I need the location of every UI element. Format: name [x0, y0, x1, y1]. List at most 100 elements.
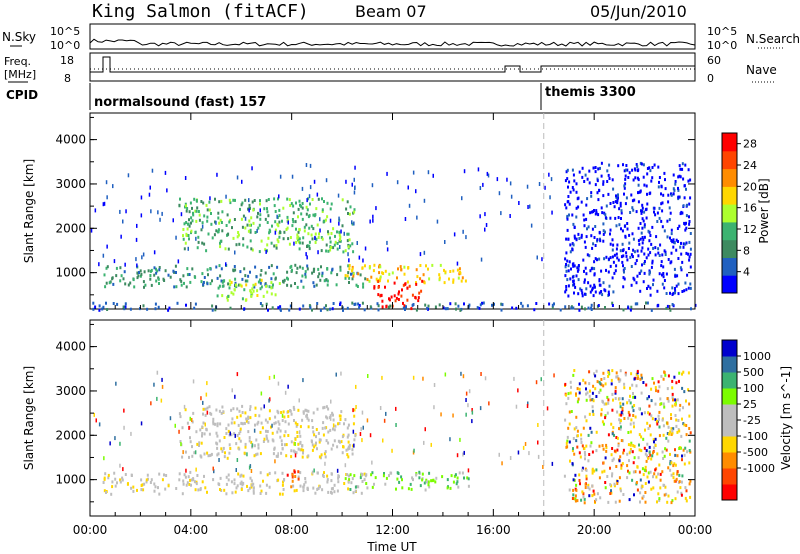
velocity-cell — [666, 432, 669, 435]
power-cell — [259, 302, 262, 305]
power-sparse-cell — [484, 212, 486, 217]
velocity-cell — [365, 482, 368, 485]
velocity-cell — [279, 435, 282, 439]
power-cell — [653, 163, 656, 167]
power-cell — [229, 306, 232, 310]
velocity-cell — [312, 411, 315, 415]
power-cell — [279, 231, 282, 234]
velocity-cell — [347, 440, 350, 444]
power-cell — [665, 292, 668, 295]
power-cell — [250, 216, 253, 220]
power-sparse-cell — [340, 229, 342, 234]
velocity-cell — [566, 439, 569, 443]
power-cell — [390, 295, 393, 299]
power-cell — [297, 207, 300, 211]
velocity-cell — [670, 461, 673, 465]
power-cell — [637, 254, 640, 258]
velocity-cell — [230, 433, 233, 437]
velocity-cell — [653, 472, 656, 476]
power-cell — [254, 282, 257, 286]
power-cell — [298, 307, 301, 311]
velocity-cell — [254, 413, 257, 417]
velocity-cell — [220, 411, 223, 415]
velocity-cell — [634, 395, 637, 399]
velocity-cell — [322, 406, 325, 410]
power-cell — [463, 302, 465, 306]
power-cell — [249, 206, 251, 210]
power-sparse-cell — [339, 245, 341, 249]
power-cell — [389, 304, 392, 308]
power-cell — [139, 274, 142, 278]
velocity-cell — [591, 391, 594, 395]
power-cell — [637, 191, 639, 195]
power-cell — [567, 185, 569, 189]
velocity-cell — [584, 486, 587, 489]
velocity-cell — [619, 455, 622, 459]
power-cell — [295, 240, 298, 244]
velocity-cell — [639, 377, 642, 381]
velocity-cell — [121, 478, 124, 482]
velocity-sparse-cell — [119, 463, 121, 468]
velocity-cell — [591, 494, 594, 498]
power-cell — [644, 208, 647, 212]
velocity-cell — [662, 424, 665, 428]
power-cell — [564, 305, 567, 309]
velocity-cell — [295, 424, 298, 428]
power-cell — [551, 306, 554, 310]
freq-right-label: Nave — [746, 63, 777, 77]
power-cell — [143, 285, 145, 289]
power-cell — [258, 250, 261, 254]
velocity-cell — [260, 407, 263, 411]
power-cell — [641, 241, 644, 245]
power-cell — [105, 301, 107, 305]
velocity-cell — [121, 476, 124, 480]
power-cell — [656, 211, 659, 215]
velocity-cell — [665, 436, 668, 440]
power-cell — [621, 260, 624, 264]
velocity-sparse-cell — [213, 469, 215, 474]
velocity-cell — [215, 408, 218, 412]
velocity-cell — [582, 426, 585, 430]
power-sparse-cell — [396, 180, 399, 185]
power-cell — [647, 284, 650, 288]
power-cell — [683, 196, 686, 200]
velocity-cell — [317, 431, 320, 435]
velocity-cell — [231, 491, 234, 495]
power-cell — [593, 267, 596, 271]
velocity-cell — [353, 474, 356, 478]
velocity-cell — [666, 397, 669, 401]
power-cell — [633, 167, 636, 171]
power-cell — [427, 304, 430, 308]
power-cell — [189, 201, 192, 205]
velocity-cell — [253, 454, 256, 458]
velocity-cell — [678, 379, 680, 383]
power-sparse-cell — [112, 184, 114, 189]
power-cell — [672, 192, 675, 196]
power-cell — [104, 285, 107, 289]
velocity-cell — [136, 488, 138, 492]
velocity-cell — [574, 499, 577, 503]
velocity-sparse-cell — [526, 404, 529, 408]
power-cell — [364, 277, 367, 281]
velocity-sparse-cell — [191, 418, 193, 422]
power-cell — [279, 305, 282, 309]
velocity-cell — [178, 478, 181, 482]
velocity-sparse-cell — [430, 442, 432, 447]
velocity-cell — [239, 482, 242, 486]
power-cell — [291, 224, 294, 228]
velocity-cell — [306, 413, 308, 417]
power-cell — [632, 208, 635, 212]
power-cell — [200, 200, 203, 203]
velocity-cell — [244, 411, 247, 415]
velocity-cell — [185, 483, 188, 487]
power-cell — [689, 282, 692, 286]
velocity-cell — [200, 441, 203, 445]
power-sparse-cell — [106, 244, 108, 249]
velocity-cell — [330, 479, 333, 483]
velocity-cell — [332, 427, 334, 431]
velocity-cell — [178, 472, 181, 476]
power-cell — [623, 184, 626, 188]
power-cell — [197, 235, 200, 239]
noise-left-tick-top: 10^5 — [50, 25, 80, 38]
power-cell — [266, 221, 269, 224]
